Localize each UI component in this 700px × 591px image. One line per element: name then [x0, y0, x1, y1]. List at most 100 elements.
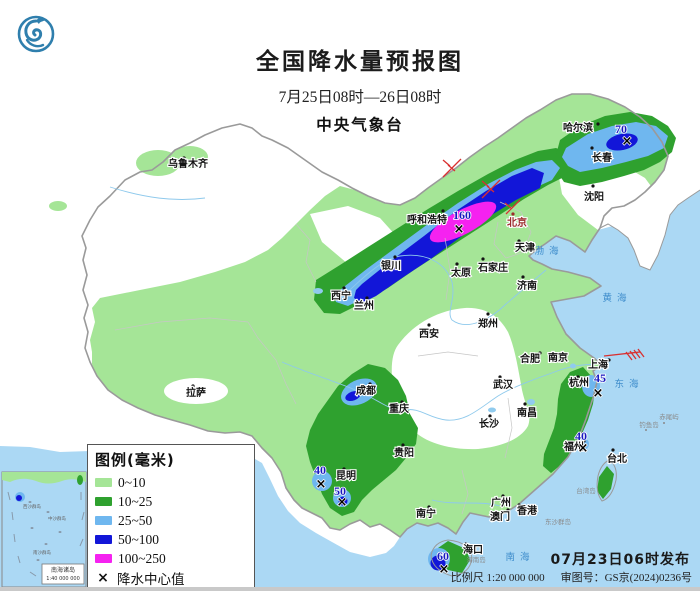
legend-swatch	[95, 497, 112, 506]
city-label: 福州	[563, 440, 584, 453]
city-label: 天津	[515, 241, 535, 254]
chengdu-heavy	[345, 390, 361, 402]
city-dot	[455, 262, 459, 266]
hainan-heavy	[430, 555, 446, 571]
city: 哈尔滨	[562, 120, 600, 135]
precip-center-values: 160 70 45 40 40 50 60	[313, 121, 628, 564]
legend-item-center: × 降水中心值	[95, 568, 247, 587]
island-label: 钓鱼岛	[639, 420, 659, 429]
map-legend: 图例(毫米) 0~10 10~25 25~50 50~100 100~250 ×…	[87, 444, 255, 591]
city-label: 长沙	[479, 417, 499, 430]
east-coast-band	[543, 367, 595, 473]
city-label: 银川	[381, 259, 401, 272]
center-mark-icon: ×	[439, 562, 450, 577]
approval-number: 审图号：GS京(2024)0236号	[560, 572, 692, 584]
city: 南京	[547, 350, 569, 365]
city-label: 香港	[517, 504, 538, 517]
city: 沈阳	[583, 184, 605, 204]
city-dot	[611, 448, 615, 452]
center-mark-icon: ×	[454, 222, 465, 237]
city-dot	[523, 402, 527, 406]
city-labels: 乌鲁木齐 哈尔滨 长春 沈阳 北京 天津 石家庄 太原 呼和浩特 银川 济南 西…	[167, 120, 628, 557]
hohhot-extreme	[429, 201, 497, 243]
sea-labels: 渤海 黄海 东海 南海 钓鱼岛 赤尾屿 台湾岛 东沙群岛 海南岛	[466, 245, 679, 564]
city-label: 广州	[491, 496, 511, 509]
city-label: 成都	[356, 384, 376, 397]
city: 天津	[514, 239, 536, 255]
city-label: 重庆	[389, 402, 409, 415]
city: 南宁	[415, 505, 437, 521]
precip-value: 50	[334, 484, 346, 498]
city-dot	[506, 508, 510, 512]
center-mark-icon: ×	[337, 495, 348, 510]
city-label: 沈阳	[584, 190, 604, 203]
wind-barbs	[442, 158, 645, 361]
legend-item: 0~10	[95, 473, 247, 492]
city-dot	[486, 312, 490, 316]
legend-item-label: 25~50	[118, 512, 153, 528]
city-label: 澳门	[490, 510, 510, 523]
harbin-heavy	[606, 133, 638, 151]
city-dot	[464, 542, 468, 546]
island-dot	[663, 422, 665, 424]
precip-value: 45	[594, 371, 606, 385]
page-title: 全国降水量预报图	[256, 49, 464, 75]
center-mark-icon: ×	[578, 441, 589, 456]
city: 银川	[380, 255, 402, 273]
city-label: 海口	[463, 543, 483, 556]
center-mark-icon: ×	[316, 477, 327, 492]
island-label: 赤尾屿	[659, 412, 679, 421]
legend-item-label: 10~25	[118, 493, 153, 509]
city-label-beijing: 北京	[507, 216, 527, 229]
city: 北京	[506, 212, 528, 230]
city: 郑州	[477, 312, 499, 331]
city-dot	[511, 212, 515, 216]
center-mark-icon: ×	[97, 569, 109, 586]
city-dot	[191, 384, 195, 388]
precip-value: 40	[314, 463, 326, 477]
city-dot	[607, 358, 611, 362]
city-dot	[517, 239, 521, 243]
city: 重庆	[388, 400, 410, 416]
city: 台北	[606, 448, 628, 466]
city-label: 兰州	[354, 299, 374, 312]
city: 济南	[516, 275, 538, 293]
taiwan-band	[597, 466, 614, 499]
city-dot	[590, 146, 594, 150]
city-label: 西安	[419, 327, 439, 340]
city: 南昌	[516, 402, 538, 420]
city-label: 拉萨	[186, 386, 206, 399]
china-outline	[81, 93, 669, 538]
city-dot	[368, 382, 372, 386]
legend-item: 50~100	[95, 530, 247, 549]
rivers	[109, 186, 597, 507]
city-label: 上海	[588, 358, 608, 371]
city: 长沙	[478, 414, 500, 431]
legend-swatch	[95, 516, 112, 525]
precip-center-marks: × × × × × × ×	[315, 133, 633, 577]
typhoon-barb-icon	[603, 348, 645, 361]
center-mark-icon: ×	[622, 134, 633, 149]
city: 福州	[562, 439, 586, 454]
city-dot	[182, 156, 186, 160]
fuzhou-blue	[577, 438, 589, 450]
island-label: 东沙群岛	[545, 517, 571, 526]
city-label: 郑州	[478, 317, 498, 330]
bottom-edge	[0, 587, 700, 591]
city-label: 长春	[592, 151, 612, 164]
gale-barb-icon	[504, 199, 521, 215]
hangzhou-blue	[582, 375, 600, 397]
city-label: 武汉	[493, 378, 514, 391]
south-sea-inset: 西沙群岛 中沙群岛 南沙群岛 南海诸岛 1:40 000 000	[1, 471, 87, 588]
precip-value: 60	[437, 549, 449, 563]
inset-scale-box	[41, 563, 85, 585]
island-label: 台湾岛	[576, 486, 596, 495]
southwest-blob	[306, 364, 418, 516]
sea-label: 黄海	[602, 292, 631, 304]
taiwan-outline	[596, 459, 617, 502]
kunming-blue-1	[312, 471, 332, 491]
city-dot	[596, 122, 600, 126]
city-dot	[401, 443, 405, 447]
